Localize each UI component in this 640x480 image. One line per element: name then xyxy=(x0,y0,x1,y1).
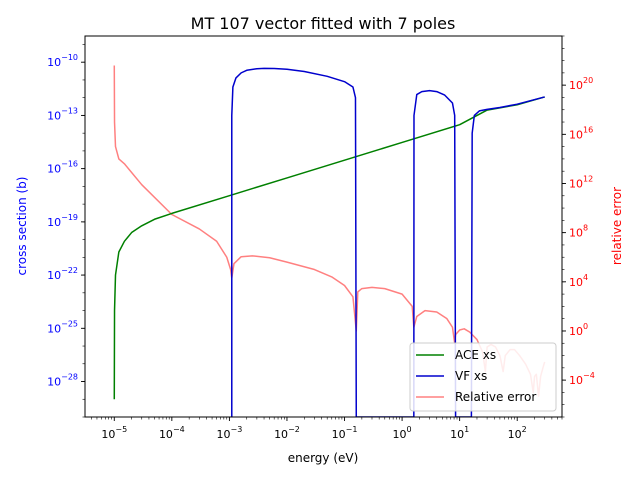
x-tick-label: 10−5 xyxy=(101,425,127,441)
y-left-tick-label: 10−22 xyxy=(47,266,78,282)
y-right-axis: 1020 1016 1012 108 104 100 10−4 xyxy=(562,35,595,418)
y-left-tick-label: 10−10 xyxy=(47,53,78,69)
x-tick-label: 10−1 xyxy=(332,425,358,441)
y-right-tick-label: 1012 xyxy=(569,174,593,190)
y-right-tick-label: 108 xyxy=(569,224,588,240)
legend: ACE xs VF xs Relative error xyxy=(409,342,557,412)
x-tick-label: 10−2 xyxy=(274,425,300,441)
y-right-tick-label: 1020 xyxy=(569,76,593,92)
legend-label: ACE xs xyxy=(455,348,496,362)
y-left-tick-label: 10−16 xyxy=(47,160,78,176)
x-tick-label: 10−4 xyxy=(159,425,185,441)
plot-frame xyxy=(84,35,563,418)
y-left-tick-label: 10−25 xyxy=(47,319,78,335)
legend-label: Relative error xyxy=(455,390,536,404)
y-right-tick-label: 104 xyxy=(569,273,588,289)
y-left-tick-label: 10−19 xyxy=(47,213,78,229)
y-left-axis: 10−10 10−13 10−16 10−19 10−22 10−25 10−28 xyxy=(47,44,85,418)
x-tick-label: 10−3 xyxy=(217,425,243,441)
y-left-tick-label: 10−13 xyxy=(47,106,78,122)
x-axis-label: energy (eV) xyxy=(288,451,359,465)
y-right-axis-label: relative error xyxy=(610,187,624,265)
legend-box xyxy=(409,342,557,412)
y-right-tick-label: 10−4 xyxy=(569,371,595,387)
y-right-tick-label: 1016 xyxy=(569,125,593,141)
legend-label: VF xs xyxy=(455,369,487,383)
x-tick-label: 101 xyxy=(450,425,469,441)
series-line-ace-xs xyxy=(113,96,545,400)
y-left-axis-label: cross section (b) xyxy=(15,177,29,276)
series-line-vf-xs xyxy=(231,67,545,417)
x-axis: 10−5 10−4 10−3 10−2 10−1 100 101 102 xyxy=(91,417,563,441)
x-tick-label: 102 xyxy=(508,425,527,441)
chart-title: MT 107 vector fitted with 7 poles xyxy=(191,14,456,33)
x-tick-label: 100 xyxy=(393,425,412,441)
y-left-tick-label: 10−28 xyxy=(47,373,78,389)
y-right-tick-label: 100 xyxy=(569,322,588,338)
